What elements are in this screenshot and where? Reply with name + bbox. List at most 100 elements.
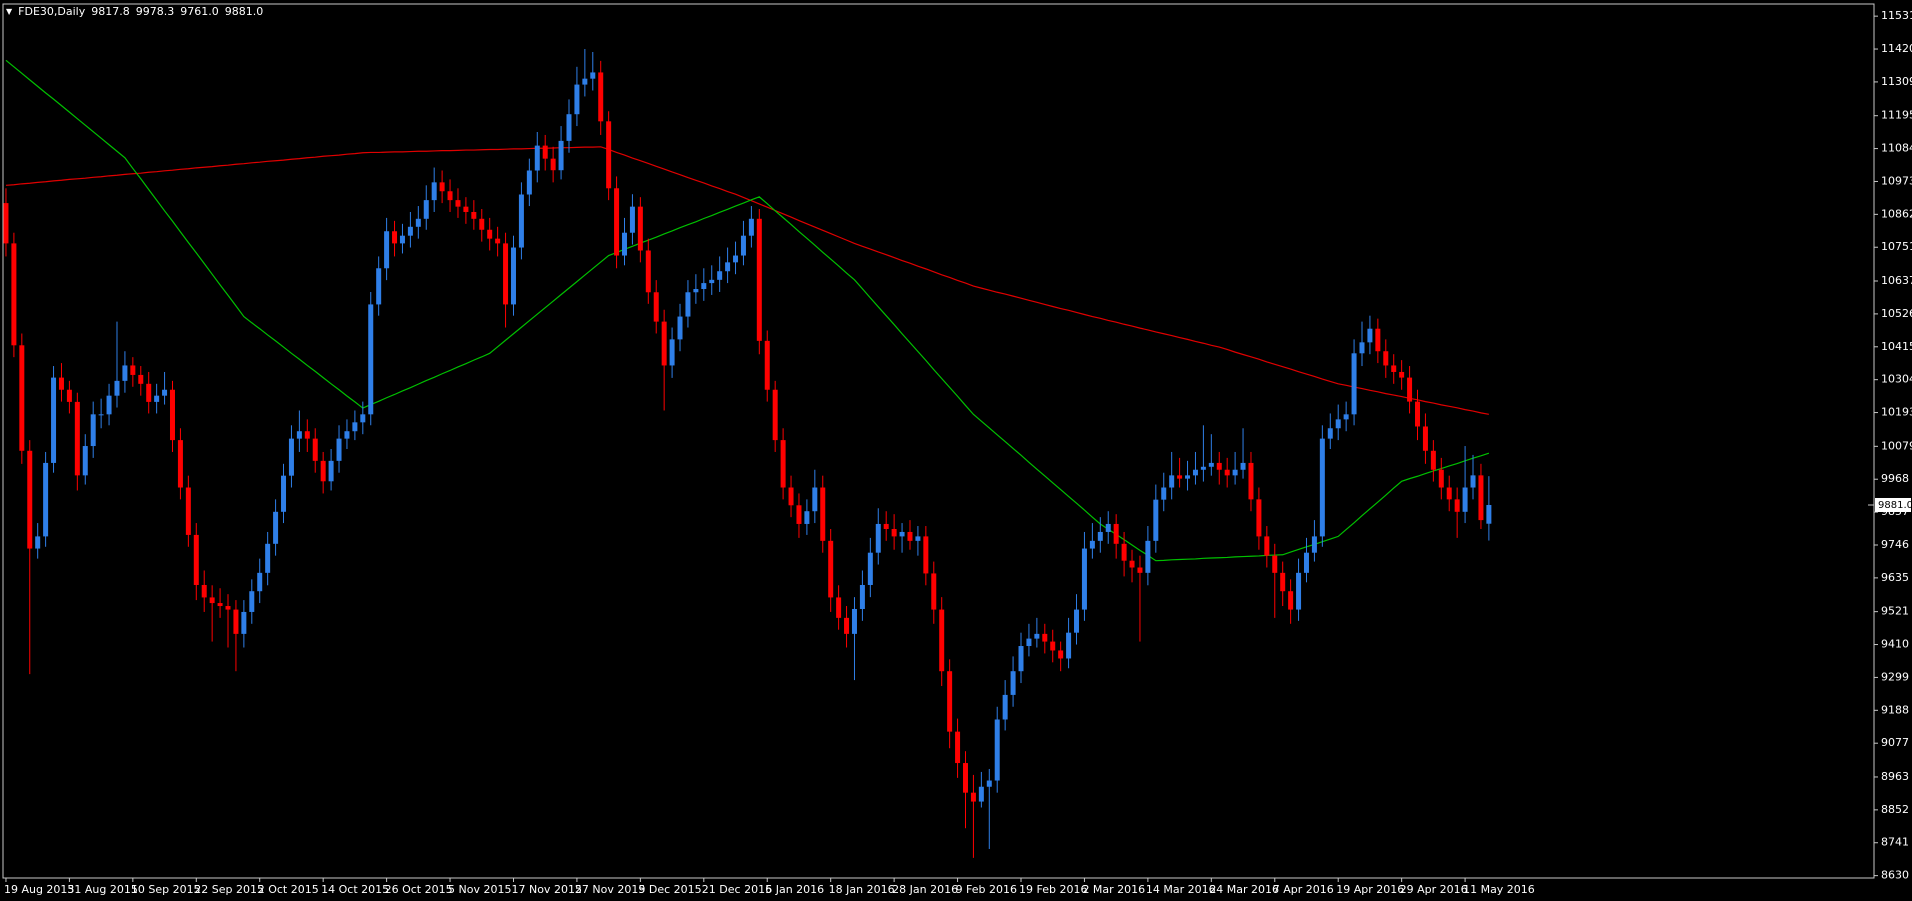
collapse-arrow: ▼	[6, 7, 13, 16]
candle-body	[257, 572, 263, 592]
symbol-title: FDE30,Daily	[18, 5, 86, 18]
close-value: 9881.0	[224, 5, 264, 18]
candle-body	[915, 536, 921, 541]
candle-body	[1343, 414, 1349, 420]
candle-body	[947, 671, 953, 732]
candle-body	[344, 431, 350, 439]
x-tick-label: 28 Jan 2016	[892, 883, 958, 896]
candle-body	[328, 460, 334, 482]
y-tick-label: 11309	[1881, 75, 1912, 88]
open-value: 9817.8	[91, 5, 130, 18]
candle-body	[740, 235, 746, 256]
candle-body	[487, 229, 493, 239]
candle-body	[249, 591, 255, 612]
candle-body	[415, 218, 421, 227]
candle-body	[130, 365, 136, 375]
candle-body	[82, 446, 88, 476]
candle-body	[1105, 523, 1111, 532]
x-tick-label: 17 Nov 2015	[511, 883, 581, 896]
candle-body	[1185, 475, 1191, 479]
candle-body	[812, 487, 818, 512]
y-tick-label: 10973	[1881, 174, 1912, 187]
y-tick-label: 9521	[1881, 605, 1909, 618]
candle-body	[1081, 548, 1087, 610]
candle-body	[1153, 499, 1159, 541]
candle-body	[614, 188, 620, 256]
candle-body	[590, 72, 596, 79]
candle-body	[1002, 694, 1008, 720]
candle-body	[891, 528, 897, 537]
candle-body	[875, 523, 881, 553]
candle-body	[304, 431, 310, 439]
candle-body	[376, 268, 382, 305]
candle-body	[1113, 523, 1119, 544]
x-tick-label: 19 Apr 2016	[1336, 883, 1404, 896]
y-tick-label: 10637	[1881, 274, 1912, 287]
candle-body	[1462, 487, 1468, 512]
candle-body	[582, 78, 588, 85]
y-tick-label: 10079	[1881, 439, 1912, 452]
candle-body	[962, 763, 968, 793]
candle-body	[146, 383, 152, 402]
candle-body	[1407, 377, 1413, 402]
candle-body	[455, 200, 461, 207]
candle-body	[1280, 572, 1286, 592]
candle-body	[273, 511, 279, 544]
candle-body	[265, 543, 271, 573]
candle-body	[1430, 450, 1436, 470]
x-tick-label: 31 Aug 2015	[67, 883, 137, 896]
candle-body	[1256, 499, 1262, 537]
candle-body	[1089, 540, 1095, 549]
candle-body	[518, 194, 524, 248]
candle-body	[74, 401, 80, 476]
candle-body	[43, 462, 49, 537]
y-tick-label: 9410	[1881, 638, 1909, 651]
candle-body	[1010, 671, 1016, 695]
candle-body	[669, 339, 675, 366]
candle-body	[622, 232, 628, 256]
candle-body	[27, 450, 33, 549]
candle-body	[606, 121, 612, 189]
candle-body	[399, 235, 405, 244]
candle-body	[447, 191, 453, 201]
y-tick-label: 9746	[1881, 538, 1909, 551]
x-tick-label: 21 Dec 2015	[702, 883, 772, 896]
candle-body	[685, 292, 691, 317]
moving-average-line	[5, 59, 1490, 562]
candle-body	[1192, 469, 1198, 476]
candle-body	[1129, 560, 1135, 568]
candle-body	[1359, 342, 1365, 354]
candle-body	[701, 283, 707, 290]
candle-body	[526, 170, 532, 195]
candle-body	[407, 226, 413, 236]
candle-body	[725, 262, 731, 272]
candle-body	[1311, 536, 1317, 553]
candle-body	[177, 440, 183, 488]
candle-body	[733, 255, 739, 263]
candle-body	[820, 487, 826, 541]
candle-body	[1097, 531, 1103, 541]
candle-body	[1478, 475, 1484, 521]
candle-body	[138, 374, 144, 384]
candle-body	[1288, 591, 1294, 610]
y-tick-label: 9299	[1881, 670, 1909, 683]
candle-body	[1216, 462, 1222, 470]
x-tick-label: 10 Sep 2015	[131, 883, 201, 896]
candle-body	[764, 340, 770, 390]
candle-body	[154, 395, 160, 402]
candle-body	[1074, 609, 1080, 633]
candle-body	[479, 218, 485, 230]
candle-body	[717, 271, 723, 280]
x-tick-label: 11 May 2016	[1463, 883, 1535, 896]
x-tick-label: 7 Apr 2016	[1273, 883, 1334, 896]
candle-body	[788, 487, 794, 506]
y-tick-label: 8963	[1881, 770, 1909, 783]
y-tick-label: 11084	[1881, 142, 1912, 155]
candle-body	[1264, 536, 1270, 556]
candle-body	[431, 182, 437, 201]
candle-body	[709, 279, 715, 284]
